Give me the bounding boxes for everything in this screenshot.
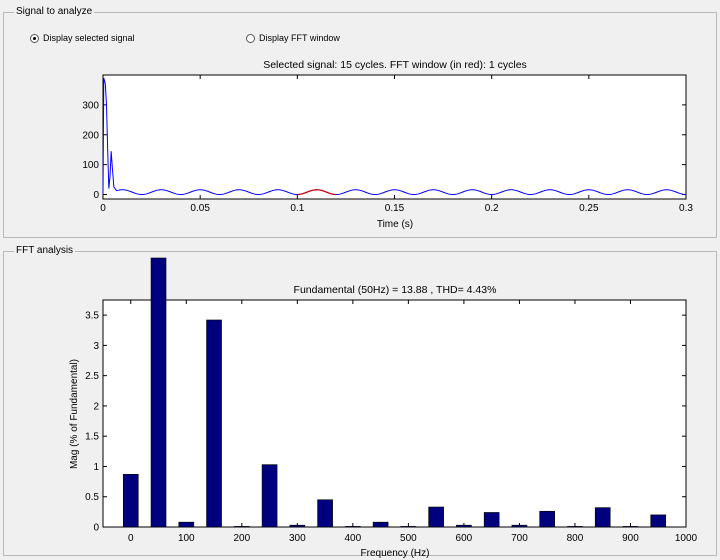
fft-bar [650,514,667,528]
signal-panel-title: Signal to analyze [14,6,95,18]
signal-x-tick-label: 0.2 [485,203,499,214]
fft-x-tick-label: 300 [289,533,306,544]
fft-bar [150,257,167,528]
signal-x-tick-label: 0.1 [290,203,304,214]
fft-y-tick-label: 2.5 [85,371,99,382]
fft-bar [345,526,361,528]
radio-unselected-icon [246,33,255,43]
fft-bar [594,507,611,528]
fft-bar [622,526,639,528]
signal-x-tick-label: 0.05 [190,203,210,214]
fft-y-tick-label: 3 [93,341,99,352]
signal-plot-area [102,74,687,200]
display-selected-signal-radio[interactable]: Display selected signal [30,33,135,43]
fft-y-ticks: 0 0.5 1 1.5 2 2.5 3 3.5 [85,311,686,534]
fft-y-tick-label: 3.5 [85,311,99,322]
fft-y-axis-label: Mag (% of Fundamental) [69,359,80,469]
signal-series-line [102,77,686,196]
fft-bar [456,524,472,528]
fft-panel-title: FFT analysis [14,245,76,257]
fft-bars [122,257,667,528]
signal-x-ticks: 0 0.05 0.1 0.15 0.2 0.25 0.3 [100,75,693,214]
signal-plot-title: Selected signal: 15 cycles. FFT window (… [263,59,527,71]
fft-x-tick-label: 200 [233,533,250,544]
signal-y-tick-label: 100 [82,160,99,171]
fft-x-tick-label: 700 [511,533,528,544]
fft-x-ticks: 0 100 200 300 400 500 600 700 800 900 1000 [128,300,698,544]
fft-y-tick-label: 1.5 [85,432,99,443]
fft-chart-title: Fundamental (50Hz) = 13.88 , THD= 4.43% [294,284,497,296]
fft-bar [289,524,306,528]
signal-plot[interactable]: Selected signal: 15 cycles. FFT window (… [0,0,720,245]
fft-y-tick-label: 1 [93,462,99,473]
fft-bar [483,512,500,528]
display-fft-window-radio[interactable]: Display FFT window [246,33,340,43]
fft-y-tick-label: 0 [93,523,99,534]
fft-bar [400,526,417,528]
signal-y-tick-label: 200 [82,130,99,141]
fft-y-tick-label: 0.5 [85,492,99,503]
fft-bar [317,499,333,528]
fft-bar [234,526,250,528]
fft-bar [428,506,444,528]
signal-y-tick-label: 300 [82,100,99,111]
signal-x-tick-label: 0 [100,203,106,214]
fft-x-axis-label: Frequency (Hz) [361,548,430,559]
signal-x-axis-label: Time (s) [377,219,413,230]
fft-bar [178,521,195,528]
signal-panel: Signal to analyze Display selected signa… [3,6,717,238]
fft-bar [122,474,139,528]
fft-plot-area [102,299,687,528]
display-selected-signal-label: Display selected signal [43,33,135,43]
fft-bar [372,521,389,528]
fft-x-tick-label: 600 [456,533,473,544]
fft-x-tick-label: 0 [128,533,134,544]
fft-bar [539,510,555,528]
fft-x-tick-label: 400 [345,533,362,544]
fft-bar [511,524,528,528]
fft-x-tick-label: 1000 [675,533,698,544]
fft-bar [567,526,583,528]
fft-bar [206,319,222,528]
signal-x-tick-label: 0.25 [579,203,599,214]
fft-y-tick-label: 2 [93,401,99,412]
display-fft-window-label: Display FFT window [259,33,340,43]
fft-x-tick-label: 800 [567,533,584,544]
signal-x-tick-label: 0.15 [385,203,405,214]
signal-y-tick-label: 0 [93,190,99,201]
fft-window-line [297,189,337,196]
fft-x-tick-label: 100 [178,533,195,544]
fft-x-tick-label: 500 [400,533,417,544]
signal-x-tick-label: 0.3 [679,203,693,214]
fft-x-tick-label: 900 [622,533,639,544]
radio-selected-icon [30,33,39,43]
fft-panel: FFT analysis [3,245,717,556]
fft-bar [261,464,278,528]
